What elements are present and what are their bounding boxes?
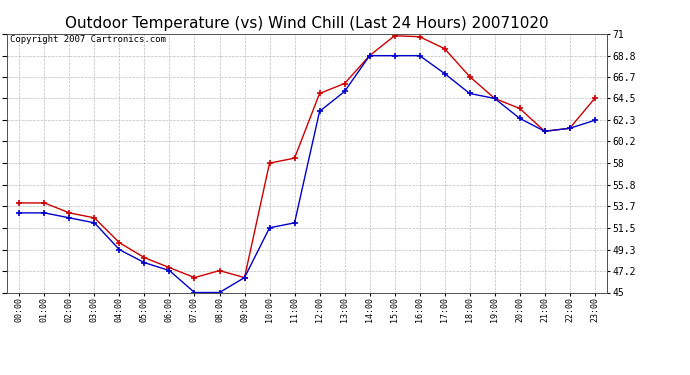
Text: Copyright 2007 Cartronics.com: Copyright 2007 Cartronics.com: [10, 35, 166, 44]
Title: Outdoor Temperature (vs) Wind Chill (Last 24 Hours) 20071020: Outdoor Temperature (vs) Wind Chill (Las…: [66, 16, 549, 31]
